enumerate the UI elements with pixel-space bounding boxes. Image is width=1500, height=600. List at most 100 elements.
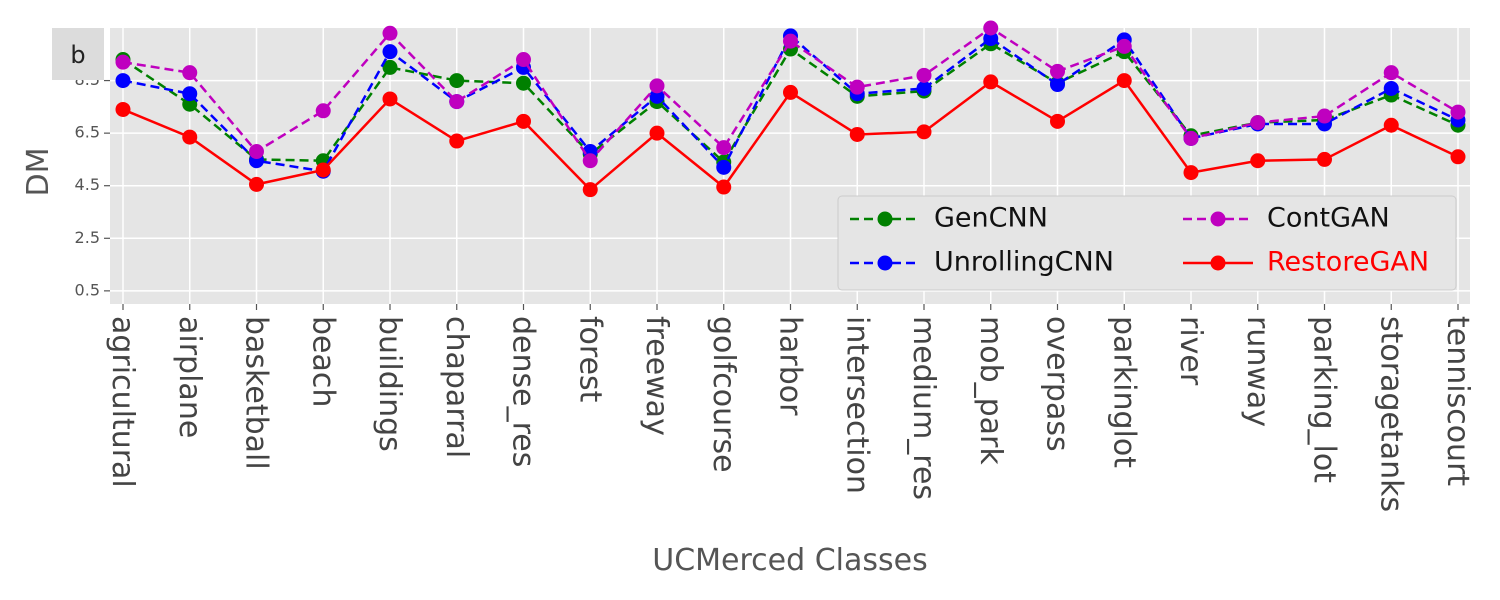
y-tick-label: 6.5 xyxy=(75,123,100,142)
data-point xyxy=(382,25,398,41)
data-point xyxy=(1317,108,1332,124)
legend: GenCNN UnrollingCNN ContGAN RestoreGAN xyxy=(837,195,1457,291)
legend-label: GenCNN xyxy=(934,203,1048,234)
panel-label-box: b xyxy=(52,28,104,80)
x-tick-label: dense_res xyxy=(506,316,541,467)
data-point xyxy=(783,84,798,100)
data-point xyxy=(716,140,732,156)
data-point xyxy=(115,73,131,89)
data-point xyxy=(516,75,531,91)
legend-label: ContGAN xyxy=(1267,203,1390,234)
legend-item-contgan: ContGAN xyxy=(1183,203,1390,234)
x-tick-label: storagetanks xyxy=(1373,316,1408,512)
data-point xyxy=(1450,104,1466,120)
data-point xyxy=(449,133,465,149)
x-tick-label: tenniscourt xyxy=(1440,316,1475,486)
x-tick-label: chaparral xyxy=(439,316,474,458)
data-point xyxy=(315,162,331,178)
y-axis-ticks: 0.52.54.56.58.5 xyxy=(75,70,110,299)
data-point xyxy=(516,52,531,68)
x-tick-label: mob_park xyxy=(973,316,1008,465)
legend-label: RestoreGAN xyxy=(1267,247,1429,278)
x-tick-label: freeway xyxy=(639,316,674,436)
y-axis-title: DM xyxy=(21,148,56,197)
x-tick-label: parkinglot xyxy=(1106,316,1141,468)
data-point xyxy=(182,65,198,81)
x-tick-label: intersection xyxy=(839,316,874,494)
data-point xyxy=(983,31,999,47)
x-tick-label: overpass xyxy=(1040,316,1075,452)
panel-label: b xyxy=(70,41,85,69)
x-tick-label: medium_res xyxy=(906,316,941,500)
data-point xyxy=(916,124,932,140)
data-point xyxy=(1383,65,1399,81)
data-point xyxy=(1383,117,1399,133)
y-tick-label: 2.5 xyxy=(75,228,100,247)
y-tick-label: 4.5 xyxy=(75,175,100,194)
data-point xyxy=(1183,130,1199,146)
legend-swatch-marker xyxy=(877,255,893,271)
data-point xyxy=(649,88,665,104)
legend-label: UnrollingCNN xyxy=(934,247,1114,278)
x-tick-label: basketball xyxy=(239,316,274,470)
x-axis-title: UCMerced Classes xyxy=(652,543,927,578)
data-point xyxy=(716,159,732,175)
legend-swatch-marker xyxy=(1210,255,1226,271)
series-lines xyxy=(115,20,1466,198)
data-point xyxy=(582,153,598,169)
data-point xyxy=(1317,151,1332,167)
x-tick-label: harbor xyxy=(773,316,808,416)
data-point xyxy=(115,101,131,117)
data-point xyxy=(916,67,932,83)
series-restoregan xyxy=(115,73,1466,198)
series-contgan xyxy=(115,20,1466,169)
data-point xyxy=(382,44,398,60)
x-tick-label: forest xyxy=(572,316,607,403)
data-point xyxy=(849,126,865,142)
data-point xyxy=(382,59,398,75)
x-tick-label: agricultural xyxy=(105,316,140,488)
data-point xyxy=(249,144,264,160)
data-point xyxy=(849,79,865,95)
x-tick-label: golfcourse xyxy=(706,316,741,473)
data-point xyxy=(916,80,932,96)
data-point xyxy=(783,33,798,49)
legend-item-gencnn: GenCNN xyxy=(850,203,1048,234)
data-point xyxy=(449,94,465,110)
data-point xyxy=(582,182,598,198)
data-point xyxy=(983,20,999,36)
data-point xyxy=(1183,165,1199,181)
data-point xyxy=(516,113,531,129)
data-point xyxy=(1050,63,1065,79)
x-tick-label: runway xyxy=(1240,316,1275,427)
legend-frame xyxy=(837,195,1457,291)
data-point xyxy=(649,125,665,141)
legend-swatch-marker xyxy=(1210,211,1226,227)
data-point xyxy=(249,176,264,192)
legend-item-unrollingcnn: UnrollingCNN xyxy=(850,247,1114,278)
legend-swatch-marker xyxy=(877,211,893,227)
x-tick-label: airplane xyxy=(172,316,207,438)
x-tick-label: river xyxy=(1173,316,1208,386)
legend-item-restoregan: RestoreGAN xyxy=(1183,247,1429,278)
data-point xyxy=(649,78,665,94)
data-point xyxy=(1250,153,1266,169)
data-point xyxy=(1116,73,1132,89)
data-point xyxy=(449,73,465,89)
data-point xyxy=(1050,77,1065,93)
x-tick-label: beach xyxy=(305,316,340,407)
x-tick-label: parking_lot xyxy=(1307,316,1342,483)
x-tick-label: buildings xyxy=(372,316,407,452)
data-point xyxy=(115,54,131,70)
data-point xyxy=(1050,113,1065,129)
data-point xyxy=(1250,115,1266,131)
data-point xyxy=(182,96,198,112)
series-line xyxy=(122,26,1459,163)
data-point xyxy=(716,179,732,195)
data-point xyxy=(182,86,198,102)
data-point xyxy=(182,129,198,145)
data-point xyxy=(983,74,999,90)
data-point xyxy=(1383,80,1399,96)
data-point xyxy=(1450,149,1466,165)
